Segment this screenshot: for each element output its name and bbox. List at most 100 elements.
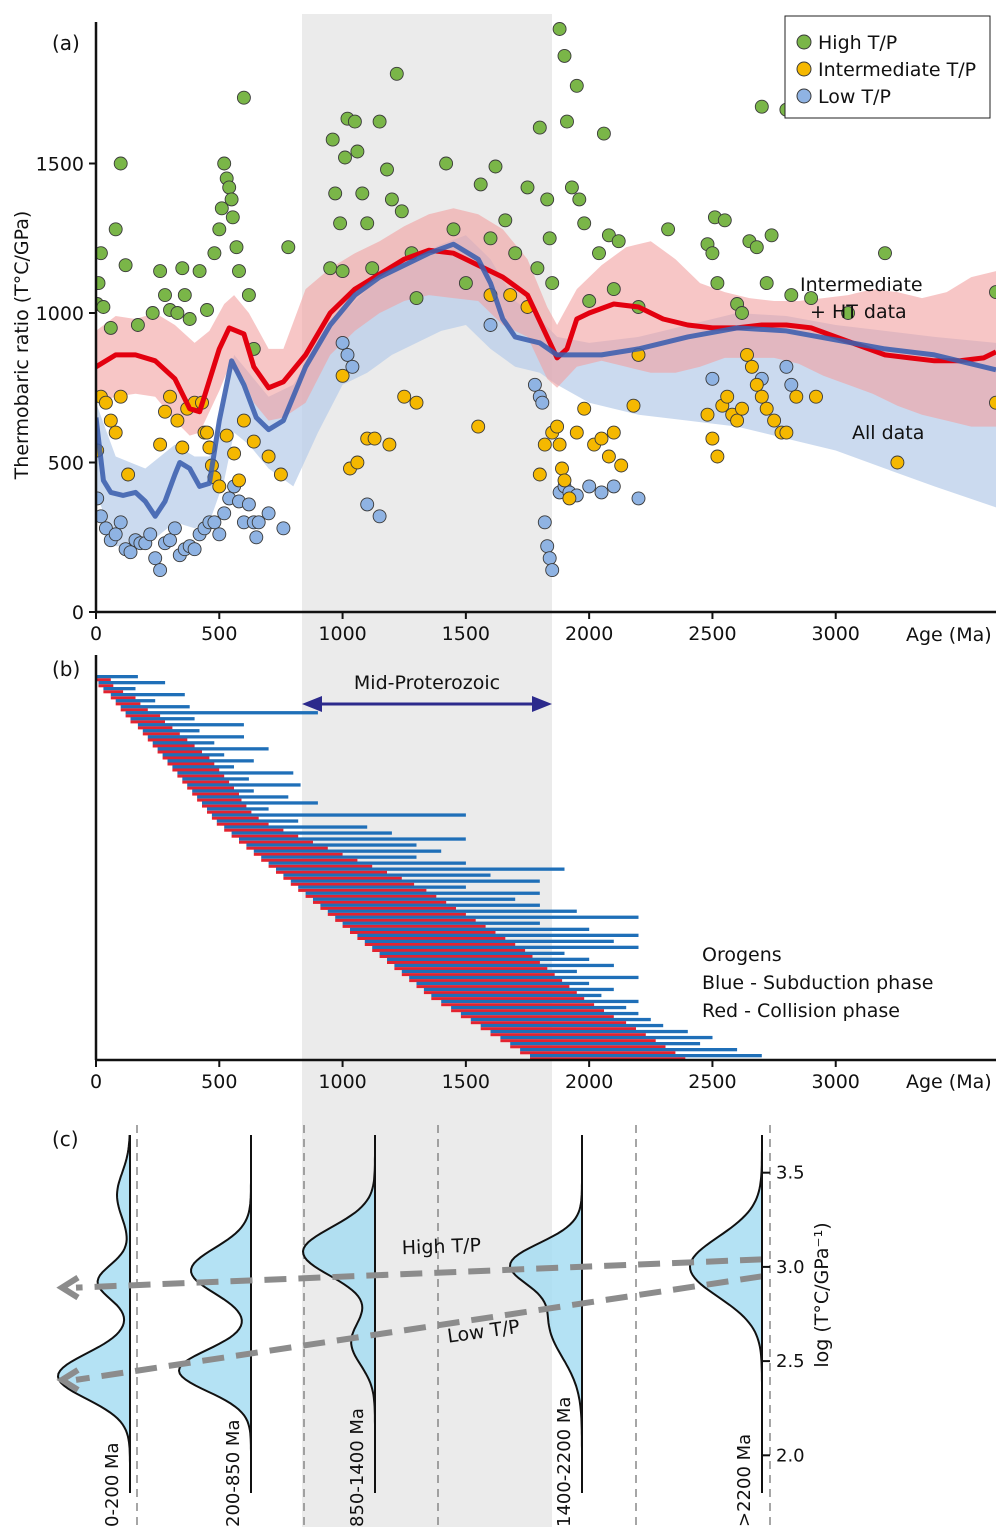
point-high: [458, 276, 473, 291]
point-intermediate: [614, 458, 629, 473]
x-tick-label: 1500: [442, 1071, 490, 1093]
collision-bar: [320, 906, 456, 910]
point-high: [569, 78, 584, 93]
x-tick-label: 0: [90, 623, 102, 645]
point-intermediate: [890, 455, 905, 470]
point-intermediate: [103, 413, 118, 428]
point-high: [754, 99, 769, 114]
collision-bar: [231, 834, 299, 838]
subduction-bar: [490, 1029, 688, 1034]
point-intermediate: [471, 419, 486, 434]
panel-c: (c) 0-200 Ma 200-850 Ma 850-1400 Ma 1400-22…: [52, 1125, 833, 1527]
point-low: [537, 515, 552, 530]
point-high: [229, 240, 244, 255]
point-high: [560, 114, 574, 129]
point-high: [241, 288, 256, 303]
point-intermediate: [335, 368, 350, 383]
arrow-head-right: [532, 696, 552, 712]
collision-bar: [261, 858, 358, 862]
subduction-bar: [364, 939, 614, 943]
density-fill: [58, 1135, 130, 1493]
collision-bar: [480, 1027, 636, 1031]
point-intermediate: [569, 425, 584, 440]
collision-bar: [290, 882, 415, 886]
collision-bar: [192, 792, 239, 796]
point-high: [118, 258, 133, 273]
point-intermediate: [744, 359, 759, 374]
point-low: [108, 527, 123, 542]
point-high: [498, 213, 513, 228]
point-intermediate: [382, 437, 397, 452]
subduction-bar: [197, 795, 289, 799]
point-high: [717, 213, 732, 228]
subduction-bar: [187, 783, 301, 787]
annotation-all-data: All data: [852, 422, 924, 444]
subduction-bar: [460, 1011, 639, 1016]
point-intermediate: [735, 401, 749, 416]
point-low: [345, 359, 360, 374]
point-high: [577, 216, 592, 231]
panel-c-axis: 2.0 2.5 3.0 3.5: [761, 1135, 805, 1493]
point-high: [328, 186, 343, 201]
point-intermediate: [809, 389, 823, 404]
point-high: [572, 192, 587, 207]
point-high: [596, 126, 611, 141]
point-intermediate: [537, 437, 552, 452]
collision-bar: [120, 708, 148, 712]
point-high: [365, 261, 380, 276]
legend-label-high: High T/P: [818, 32, 897, 54]
subduction-bar: [290, 879, 540, 883]
point-high: [705, 246, 720, 261]
point-low: [249, 530, 264, 545]
collision-bar: [197, 798, 242, 802]
subduction-bar: [142, 729, 200, 733]
point-intermediate: [409, 395, 424, 410]
point-high: [989, 285, 996, 300]
point-intermediate: [367, 431, 382, 446]
point-high: [384, 192, 399, 207]
point-low: [483, 318, 498, 332]
point-low: [113, 515, 128, 530]
point-intermediate: [236, 413, 251, 428]
y-tick-label: 0: [72, 602, 84, 624]
collision-bar: [470, 1021, 627, 1025]
collision-bar: [510, 1045, 666, 1049]
annotation-intermediate-ht-2: + HT data: [810, 301, 907, 323]
subduction-bar: [327, 909, 577, 913]
panel-b-axes: 0 500 1000 1500 2000 2500 3000: [90, 655, 996, 1093]
subduction-bar: [520, 1048, 738, 1052]
subduction-bar: [147, 735, 244, 739]
point-intermediate: [175, 440, 190, 455]
collision-bar: [423, 991, 577, 995]
point-high: [530, 261, 545, 276]
x-tick-label: 1000: [318, 1071, 366, 1093]
point-high: [611, 234, 626, 249]
point-low: [187, 542, 202, 557]
y-tick-label: 1500: [36, 154, 84, 176]
subduction-bar: [401, 969, 577, 974]
subduction-bar: [103, 687, 136, 691]
trend-lines: [96, 241, 996, 519]
subduction-bar: [96, 675, 138, 679]
subduction-bar: [357, 933, 639, 937]
subduction-bar: [182, 777, 249, 781]
log-axis-tick-label: 2.0: [776, 1445, 805, 1466]
panel-b-x-axis-title: Age (Ma): [906, 1071, 992, 1093]
subduction-bar: [416, 981, 590, 986]
panel-b-label: (b): [52, 657, 80, 681]
panel-a-label: (a): [52, 31, 80, 55]
point-high: [508, 246, 523, 261]
point-intermediate: [989, 395, 996, 410]
point-high: [710, 276, 725, 291]
point-high: [389, 66, 404, 81]
point-high: [557, 48, 572, 63]
collision-bar: [177, 774, 225, 778]
point-high: [759, 276, 774, 291]
x-tick-label: 2500: [688, 623, 736, 645]
point-high: [804, 291, 819, 306]
point-high: [96, 246, 108, 261]
point-high: [606, 282, 621, 297]
subduction-bar: [305, 891, 540, 895]
point-high: [236, 90, 251, 105]
